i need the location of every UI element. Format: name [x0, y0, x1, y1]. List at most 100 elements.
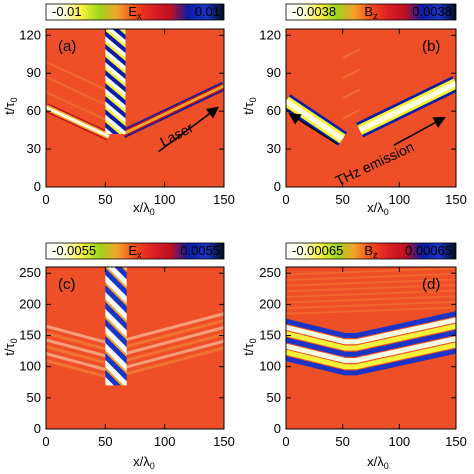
echo-band [286, 295, 456, 304]
echo-band [286, 278, 456, 287]
colorbar-max-label: 0.0038 [412, 4, 452, 19]
y-tick-label: 250 [259, 265, 281, 280]
axes-frame [285, 28, 457, 188]
heatmap-area [286, 29, 456, 187]
colorbar-max-label: 0.0055 [180, 243, 220, 258]
x-tick-label: 50 [98, 192, 112, 207]
x-tick-label: 50 [335, 434, 349, 449]
panel-label: (d) [422, 276, 440, 293]
colorbar-max-label: 0.01 [195, 4, 220, 19]
colorbar [45, 3, 225, 21]
panel-3: 0 50 100 150 0 50 100 150 200 250 x/λ0 t/τ0 -0.0055 0… [2, 242, 235, 471]
echo-band [286, 267, 456, 276]
colorbar-min-label: -0.0038 [292, 4, 336, 19]
y-axis-label: t/τ0 [241, 338, 258, 355]
echo-band [286, 272, 456, 282]
panel-label: (a) [58, 38, 76, 55]
x-axis-label: x/λ0 [367, 454, 389, 471]
y-axis-label: t/τ0 [241, 97, 258, 114]
y-axis-label: t/τ0 [2, 338, 19, 355]
emission-stripe [286, 342, 456, 370]
heatmap-area [286, 267, 456, 429]
x-tick-label: 0 [282, 192, 289, 207]
y-tick-label: 150 [19, 328, 41, 343]
echo-band [342, 48, 361, 59]
x-tick-label: 0 [42, 192, 49, 207]
emission-stripe [286, 336, 456, 363]
plasma-slab [105, 267, 127, 386]
colorbar [285, 242, 457, 260]
echo-band [46, 91, 110, 123]
echo-band [46, 76, 110, 108]
left-emission-band [286, 98, 345, 142]
echo-band [286, 284, 456, 293]
colorbar-min-label: -0.00065 [292, 243, 343, 258]
x-axis-label: x/λ0 [133, 454, 155, 471]
y-tick-label: 60 [267, 103, 281, 118]
axes-frame [45, 28, 225, 188]
echo-band [286, 306, 456, 315]
x-axis-label: x/λ0 [133, 200, 155, 217]
y-tick-label: 0 [274, 179, 281, 194]
y-tick-label: 0 [34, 421, 41, 436]
y-tick-label: 200 [259, 296, 281, 311]
echo-band [342, 88, 361, 100]
y-tick-label: 90 [267, 65, 281, 80]
y-tick-label: 30 [267, 141, 281, 156]
field-background [46, 29, 224, 187]
y-tick-label: 0 [34, 179, 41, 194]
field-background [286, 29, 456, 187]
colorbar-max-label: 0.00065 [405, 243, 452, 258]
x-tick-label: 150 [445, 192, 467, 207]
thz-arrow-left [288, 113, 338, 145]
axes-frame [45, 266, 225, 430]
x-tick-label: 150 [445, 434, 467, 449]
heatmap-area [46, 267, 224, 429]
plasma-slab [105, 29, 126, 134]
y-tick-label: 0 [274, 421, 281, 436]
x-tick-label: 100 [154, 434, 176, 449]
y-tick-label: 60 [27, 103, 41, 118]
colorbar-min-label: -0.01 [52, 4, 82, 19]
x-tick-label: 100 [388, 192, 410, 207]
echo-band [286, 289, 456, 298]
y-tick-label: 120 [259, 27, 281, 42]
echo-band [342, 109, 361, 120]
right-emission-band [358, 80, 456, 133]
x-tick-label: 0 [282, 434, 289, 449]
y-tick-label: 90 [27, 65, 41, 80]
emission-stripe [286, 329, 456, 357]
emission-stripe [286, 311, 456, 339]
echo-band [286, 300, 456, 310]
emission-stripe [286, 323, 456, 351]
y-tick-label: 30 [27, 141, 41, 156]
panel-2: 0 50 100 150 0 30 60 90 120 x/λ0 t/τ0 -0.0038 0.0038… [241, 3, 467, 217]
x-tick-label: 50 [335, 192, 349, 207]
y-tick-label: 50 [267, 390, 281, 405]
x-tick-label: 100 [388, 434, 410, 449]
y-tick-label: 150 [259, 328, 281, 343]
panel-label: (c) [58, 276, 76, 293]
colorbar [285, 3, 457, 21]
thz-arrow-right [393, 116, 446, 146]
y-axis-label: t/τ0 [2, 97, 19, 114]
y-tick-label: 100 [19, 359, 41, 374]
y-tick-label: 250 [19, 265, 41, 280]
x-axis-label: x/λ0 [367, 200, 389, 217]
x-tick-label: 50 [98, 434, 112, 449]
axes-frame [285, 266, 457, 430]
echo-band [46, 60, 110, 92]
x-tick-label: 150 [213, 434, 235, 449]
y-tick-label: 120 [19, 27, 41, 42]
x-tick-label: 150 [213, 192, 235, 207]
emission-stripe [286, 348, 456, 376]
x-tick-label: 0 [42, 434, 49, 449]
echo-band [342, 68, 361, 80]
laser-arrow [158, 106, 220, 153]
emission-stripe [286, 317, 456, 345]
y-tick-label: 50 [27, 390, 41, 405]
y-tick-label: 200 [19, 296, 41, 311]
right-field-band [122, 84, 224, 136]
